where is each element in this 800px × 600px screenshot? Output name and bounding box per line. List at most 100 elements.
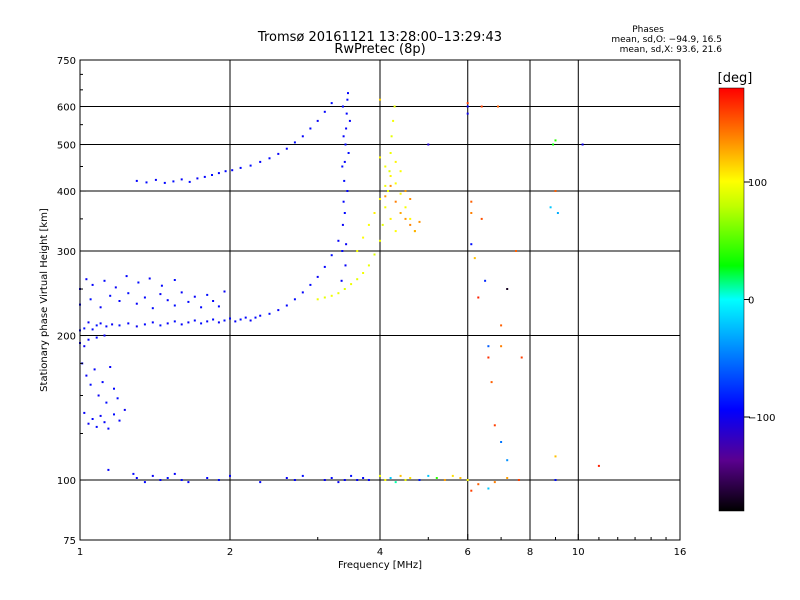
echo-point <box>143 323 146 326</box>
echo-point <box>379 474 381 477</box>
echo-point <box>427 143 430 146</box>
echo-point <box>350 283 353 286</box>
echo-point <box>95 336 98 339</box>
echo-point <box>381 223 384 226</box>
echo-point <box>427 474 430 477</box>
echo-point <box>217 479 220 481</box>
echo-point <box>413 230 416 233</box>
y-tick-label: 600 <box>57 103 76 114</box>
echo-point <box>323 110 326 113</box>
echo-point <box>394 481 397 484</box>
echo-point <box>113 387 115 390</box>
echo-point <box>506 477 509 479</box>
echo-point <box>196 177 199 180</box>
x-tick-label: 1 <box>77 547 83 558</box>
echo-point <box>323 479 326 481</box>
echo-point <box>135 179 138 182</box>
echo-point <box>188 180 191 183</box>
y-tick-label: 100 <box>57 476 76 487</box>
echo-point <box>103 279 106 282</box>
echo-point <box>342 135 345 138</box>
echo-point <box>466 102 469 105</box>
echo-point <box>409 198 412 200</box>
echo-point <box>173 320 176 323</box>
echo-point <box>345 112 348 115</box>
echo-point <box>389 184 392 187</box>
echo-point <box>346 190 349 192</box>
echo-point <box>87 321 90 324</box>
echo-point <box>123 408 126 411</box>
phase-stats-o: mean, sd,O: −94.9, 16.5 <box>611 35 722 45</box>
echo-point <box>113 413 115 416</box>
echo-point <box>477 483 480 486</box>
echo-point <box>151 474 154 477</box>
echo-point <box>285 147 288 150</box>
echo-point <box>148 277 151 280</box>
echo-point <box>111 323 114 326</box>
echo-point <box>389 217 392 220</box>
echo-point <box>180 479 183 481</box>
echo-point <box>581 143 584 146</box>
echo-point <box>500 345 503 348</box>
echo-point <box>103 421 106 424</box>
colorbar-ticks: 100 0 −100 <box>744 178 775 424</box>
y-tick-label: 500 <box>57 141 76 152</box>
echo-point <box>337 481 340 484</box>
echo-point <box>409 477 412 479</box>
echo-point <box>470 243 473 246</box>
echo-point <box>490 381 493 384</box>
echo-point <box>101 381 104 384</box>
echo-point <box>180 323 183 326</box>
echo-point <box>466 112 469 115</box>
echo-point <box>259 481 262 484</box>
echo-point <box>151 321 154 324</box>
echo-point <box>506 459 509 462</box>
echo-point <box>345 127 348 130</box>
colorbar-tick-label: 0 <box>748 296 754 307</box>
echo-point <box>223 319 226 322</box>
echo-point <box>206 320 209 323</box>
echo-point <box>151 307 154 310</box>
echo-point <box>309 127 312 130</box>
echo-point <box>316 119 319 122</box>
echo-point <box>346 98 349 101</box>
echo-point <box>187 481 190 484</box>
echo-point <box>399 170 402 173</box>
echo-point <box>409 217 412 220</box>
echo-point <box>259 314 262 317</box>
echo-point <box>83 327 86 330</box>
echo-point <box>343 179 346 182</box>
echo-point <box>330 102 333 105</box>
echo-point <box>554 455 557 458</box>
echo-point <box>249 164 252 167</box>
echo-point <box>388 170 391 173</box>
y-tick-label: 750 <box>57 56 76 67</box>
echo-point <box>173 472 176 475</box>
echo-point <box>379 239 381 242</box>
echo-point <box>418 479 421 481</box>
echo-point <box>497 105 499 108</box>
echo-point <box>362 236 365 239</box>
echo-point <box>83 411 86 414</box>
echo-point <box>394 230 397 233</box>
echo-point <box>206 293 209 296</box>
echo-point <box>154 178 157 181</box>
echo-point <box>344 264 347 267</box>
echo-point <box>350 474 353 477</box>
echo-point <box>301 135 304 138</box>
echo-point <box>367 264 370 267</box>
echo-point <box>127 322 130 325</box>
echo-point <box>356 479 359 481</box>
echo-point <box>180 291 183 294</box>
phase-stats-x: mean, sd,X: 93.6, 21.6 <box>620 45 723 55</box>
echo-point <box>418 220 421 223</box>
echo-point <box>399 212 402 214</box>
chart-subtitle: RwPretec (8p) <box>334 42 425 57</box>
echo-point <box>217 321 220 324</box>
echo-point <box>268 312 271 315</box>
echo-point <box>103 334 106 337</box>
echo-point <box>159 479 162 481</box>
echo-point <box>89 298 92 301</box>
echo-point <box>93 368 96 371</box>
